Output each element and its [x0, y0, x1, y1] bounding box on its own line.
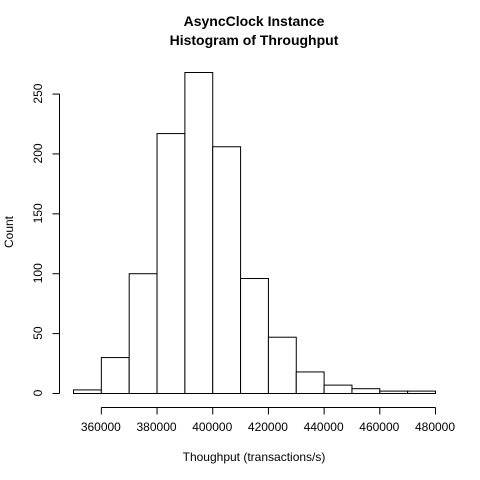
histogram-bar-8: [295, 371, 325, 395]
histogram-bar-6: [240, 278, 269, 394]
histogram-bar-3: [156, 133, 186, 394]
x-tick-label-6: 480000: [415, 420, 455, 434]
histogram-bar-9: [323, 384, 353, 394]
x-tick-label-0: 360000: [81, 420, 121, 434]
y-tick-label-5: 250: [31, 83, 45, 103]
histogram-bar-5: [212, 146, 242, 394]
histogram-bar-2: [128, 273, 158, 394]
histogram-bar-10: [351, 388, 381, 394]
histogram-bar-0: [73, 389, 102, 394]
y-axis-label: Count: [2, 215, 16, 248]
y-axis: 0 50 100 150 200 250: [31, 83, 60, 396]
chart-title-line-1: AsyncClock Instance: [184, 13, 325, 29]
y-tick-label-4: 200: [31, 143, 45, 163]
chart-title-line-2: Histogram of Throughput: [170, 32, 339, 48]
x-tick-label-5: 460000: [359, 420, 399, 434]
x-tick-label-3: 420000: [248, 420, 288, 434]
y-tick-label-3: 150: [31, 203, 45, 223]
histogram-bars: [73, 72, 436, 395]
histogram-bar-1: [100, 357, 130, 395]
x-tick-label-2: 400000: [192, 420, 232, 434]
x-axis-label: Thoughput (transactions/s): [183, 450, 326, 464]
y-tick-label-2: 100: [31, 263, 45, 283]
x-tick-label-1: 380000: [137, 420, 177, 434]
y-tick-label-1: 50: [31, 326, 45, 340]
histogram-bar-7: [267, 336, 297, 395]
x-tick-label-4: 440000: [304, 420, 344, 434]
histogram-bar-11: [379, 390, 409, 395]
x-axis: 360000 380000 400000 420000 440000 460000 4800…: [81, 407, 455, 434]
y-tick-label-0: 0: [31, 389, 45, 396]
histogram-bar-4: [184, 72, 214, 394]
histogram-bar-12: [407, 390, 436, 395]
